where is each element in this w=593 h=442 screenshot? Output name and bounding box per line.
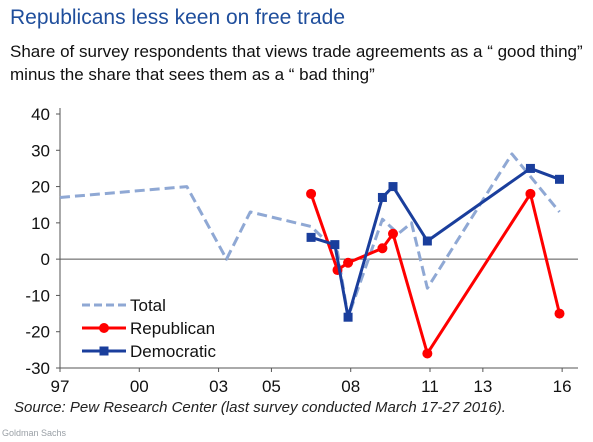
- x-tick-label: 11: [421, 377, 439, 396]
- legend-marker-republican: [99, 323, 109, 333]
- legend-label-total: Total: [130, 296, 166, 315]
- y-tick-label: -20: [25, 323, 50, 342]
- x-tick-label: 00: [130, 377, 149, 396]
- point-republican: [525, 188, 536, 199]
- legend-label-republican: Republican: [130, 319, 215, 338]
- x-tick-label: 97: [51, 377, 70, 396]
- x-tick-label: 13: [473, 377, 492, 396]
- y-tick-label: -10: [25, 286, 50, 305]
- point-democratic: [525, 163, 535, 173]
- source-note: Source: Pew Research Center (last survey…: [14, 399, 506, 416]
- y-tick-label: 10: [31, 214, 50, 233]
- x-tick-label: 16: [553, 377, 572, 396]
- point-republican: [306, 188, 317, 199]
- brand-label: Goldman Sachs: [2, 428, 67, 438]
- point-republican: [554, 308, 565, 319]
- point-republican: [343, 257, 354, 268]
- y-tick-label: -30: [25, 359, 50, 378]
- y-tick-label: 0: [41, 250, 50, 269]
- series-line-democratic: [310, 166, 561, 319]
- point-democratic: [377, 192, 387, 202]
- series-layer: [59, 152, 565, 359]
- point-democratic: [343, 312, 353, 322]
- x-tick-label: 05: [262, 377, 281, 396]
- legend: Total Republican Democratic: [82, 296, 216, 361]
- legend-label-democratic: Democratic: [130, 342, 216, 361]
- point-democratic: [306, 232, 316, 242]
- point-democratic: [388, 182, 398, 192]
- x-tick-label: 08: [341, 377, 360, 396]
- point-democratic: [330, 240, 340, 250]
- axes: -30 -20 -10 0 10 20 30 40 97 00 03 05 08 11 13 16: [25, 105, 578, 396]
- point-republican: [422, 348, 433, 359]
- y-tick-label: 30: [31, 141, 50, 160]
- y-tick-label: 20: [31, 178, 50, 197]
- chart-subtitle: Share of survey respondents that views t…: [10, 42, 583, 84]
- chart-title: Republicans less keen on free trade: [10, 6, 346, 29]
- point-republican: [388, 228, 398, 239]
- point-democratic: [555, 174, 564, 184]
- point-democratic: [422, 236, 432, 246]
- point-republican: [377, 243, 388, 254]
- x-tick-label: 03: [209, 377, 228, 396]
- y-tick-label: 40: [31, 105, 50, 124]
- legend-marker-democratic: [99, 346, 109, 356]
